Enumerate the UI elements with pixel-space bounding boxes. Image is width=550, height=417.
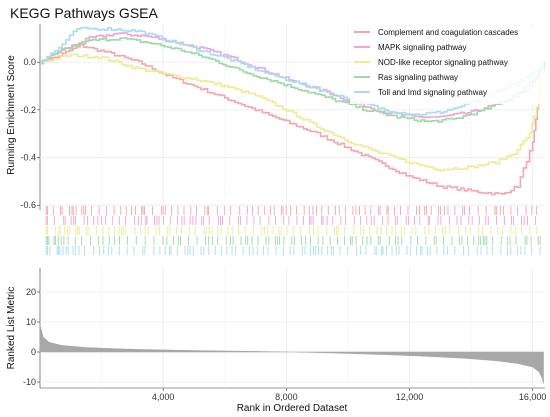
legend-label: Ras signaling pathway xyxy=(378,73,458,82)
legend-label: Toll and Imd signaling pathway xyxy=(378,88,487,97)
metric-y-tick-label: 10 xyxy=(26,317,36,327)
es-line-series-0 xyxy=(40,43,545,196)
metric-y-ticks: 20 10 0 -10 xyxy=(23,287,40,387)
es-y-axis-label: Running Enrichment Score xyxy=(6,55,17,175)
legend-label: MAPK signaling pathway xyxy=(378,43,467,52)
es-panel: 0.0 -0.2 -0.4 -0.6 xyxy=(20,24,545,210)
es-line-series-4 xyxy=(40,26,545,116)
legend: Complement and coagulation cascades MAPK … xyxy=(350,26,544,104)
metric-panel: 20 10 0 -10 xyxy=(23,268,545,389)
metric-y-tick-label: 20 xyxy=(26,287,36,297)
legend-label: Complement and coagulation cascades xyxy=(378,28,518,37)
x-tick-label: 4,000 xyxy=(152,392,175,402)
es-y-tick-label: -0.2 xyxy=(20,105,36,115)
es-line-series-2 xyxy=(40,53,545,172)
es-lines xyxy=(40,26,545,196)
ranked-metric-area xyxy=(39,324,544,384)
legend-label: NOD-like receptor signaling pathway xyxy=(378,58,508,67)
es-y-tick-label: -0.6 xyxy=(20,200,36,210)
legend-background xyxy=(350,26,544,104)
x-tick-label: 16,000 xyxy=(519,392,547,402)
chart-title: KEGG Pathways GSEA xyxy=(10,5,158,21)
x-axis-label: Rank in Ordered Dataset xyxy=(237,403,348,414)
hits-barcode xyxy=(45,206,541,255)
x-tick-label: 8,000 xyxy=(275,392,298,402)
es-y-tick-label: -0.4 xyxy=(20,153,36,163)
es-y-ticks: 0.0 -0.2 -0.4 -0.6 xyxy=(20,57,40,210)
es-y-tick-label: 0.0 xyxy=(23,57,36,67)
x-tick-label: 12,000 xyxy=(396,392,424,402)
metric-y-tick-label: -10 xyxy=(23,377,36,387)
metric-gridlines xyxy=(40,268,545,388)
metric-y-tick-label: 0 xyxy=(31,347,36,357)
es-line-series-3 xyxy=(40,37,545,123)
x-ticks: 4,000 8,000 12,000 16,000 xyxy=(152,388,547,402)
metric-y-axis-label: Ranked List Metric xyxy=(6,287,17,370)
